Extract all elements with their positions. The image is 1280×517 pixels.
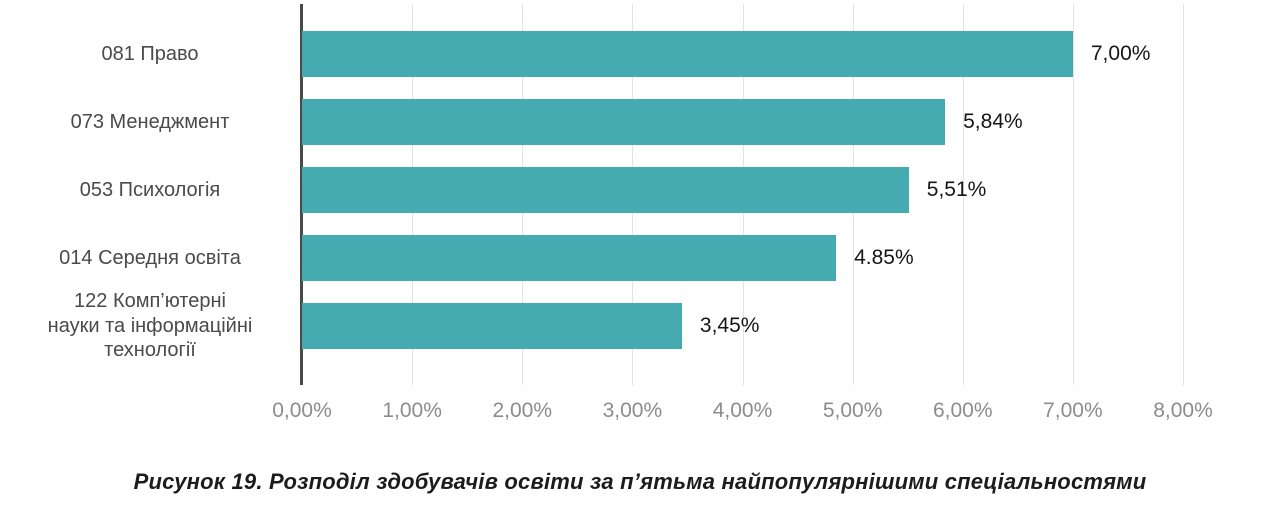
x-tick-label: 0,00% [272,399,332,422]
x-tick-label: 7,00% [1043,399,1103,422]
x-tick-label: 6,00% [932,399,993,422]
y-axis-line [300,4,303,385]
figure-caption: Рисунок 19. Розподіл здобувачів освіти з… [133,469,1147,494]
gridline [1072,4,1074,385]
x-tick-label: 2,00% [492,399,553,422]
category-label: 053 Психологія [79,178,221,201]
gridline [1183,4,1184,385]
plot-area: 7,00% 5,84% 5,51% 4.85% 3,45% [300,4,1184,385]
bar-value-label: 4.85% [854,246,914,269]
bar-value-label: 5,51% [926,178,987,201]
bar [302,235,837,281]
category-label: 014 Середня освіта [59,246,241,269]
bar [302,167,909,213]
x-tick-label: 8,00% [1153,399,1213,422]
bar-value-label: 7,00% [1090,42,1151,65]
bar [302,99,946,145]
category-label: 081 Право [101,42,199,65]
x-axis: 0,00% 1,00% 2,00% 3,00% 4,00% 5,00% 6,00% 7,00%… [272,399,1213,429]
x-tick-label: 5,00% [822,399,883,422]
x-tick-label: 3,00% [602,399,663,422]
bar [302,303,682,349]
x-tick-label: 1,00% [382,399,442,422]
category-label: 122 Комп’ютерні науки та інформаційні те… [47,290,253,362]
x-tick-label: 4,00% [712,399,773,422]
bar-value-label: 3,45% [699,314,760,337]
bar [302,31,1073,77]
gridline [962,4,964,385]
category-label: 073 Менеджмент [70,110,230,133]
bar-value-label: 5,84% [963,110,1023,133]
category-axis: 081 Право 073 Менеджмент 053 Психологія 014… [10,4,290,385]
